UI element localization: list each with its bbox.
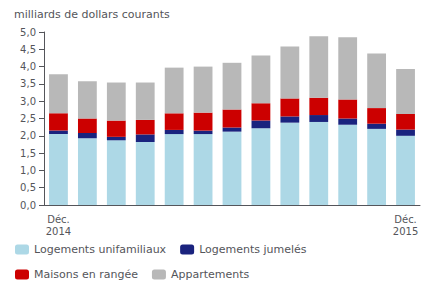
svg-text:2014: 2014 [46, 226, 71, 237]
svg-text:1,0: 1,0 [20, 165, 36, 176]
svg-text:4,5: 4,5 [20, 44, 36, 55]
svg-text:0,5: 0,5 [20, 182, 36, 193]
svg-text:Appartements: Appartements [171, 268, 250, 281]
svg-text:Logements unifamiliaux: Logements unifamiliaux [34, 243, 167, 256]
svg-text:3,0: 3,0 [20, 96, 36, 107]
svg-text:2,5: 2,5 [20, 113, 36, 124]
svg-text:5,0: 5,0 [20, 27, 36, 38]
svg-text:Logements jumelés: Logements jumelés [199, 243, 307, 256]
svg-text:Maisons en rangée: Maisons en rangée [34, 268, 138, 281]
svg-text:1,5: 1,5 [20, 148, 36, 159]
svg-text:2015: 2015 [393, 226, 418, 237]
svg-text:milliards de dollars courants: milliards de dollars courants [14, 8, 170, 21]
svg-text:Déc.: Déc. [47, 214, 70, 225]
svg-text:Déc.: Déc. [394, 214, 417, 225]
svg-text:0,0: 0,0 [20, 200, 36, 211]
svg-text:4,0: 4,0 [20, 61, 36, 72]
svg-text:2,0: 2,0 [20, 130, 36, 141]
svg-text:3,5: 3,5 [20, 78, 36, 89]
